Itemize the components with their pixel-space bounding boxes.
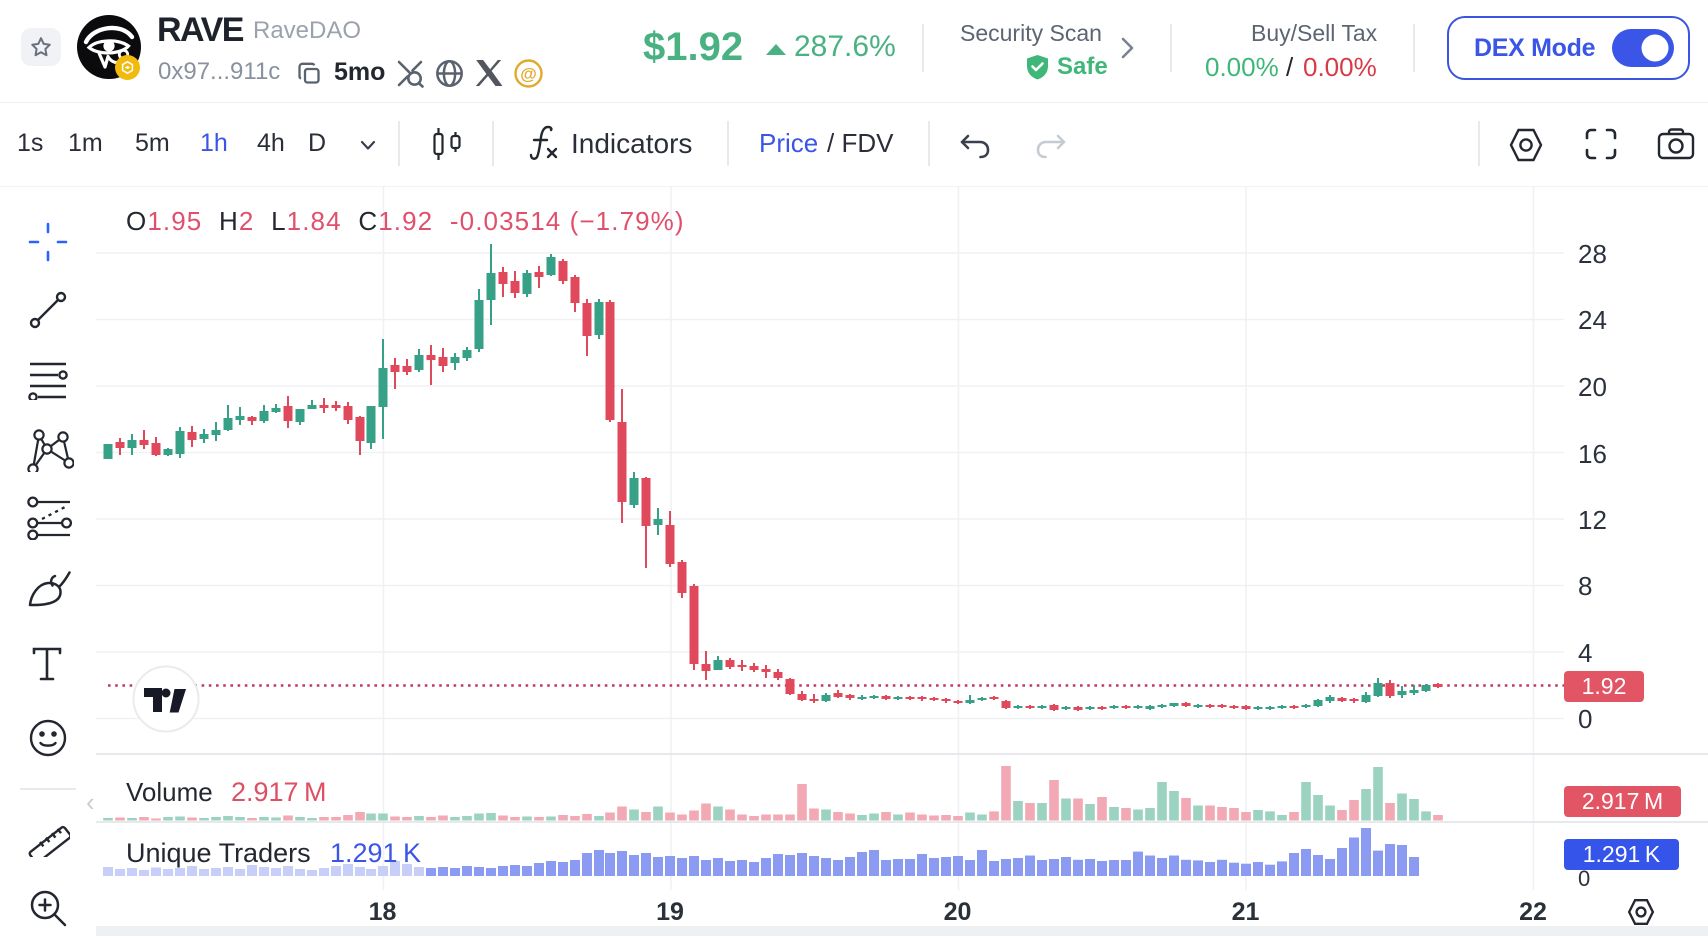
svg-text:@: @	[520, 65, 537, 84]
